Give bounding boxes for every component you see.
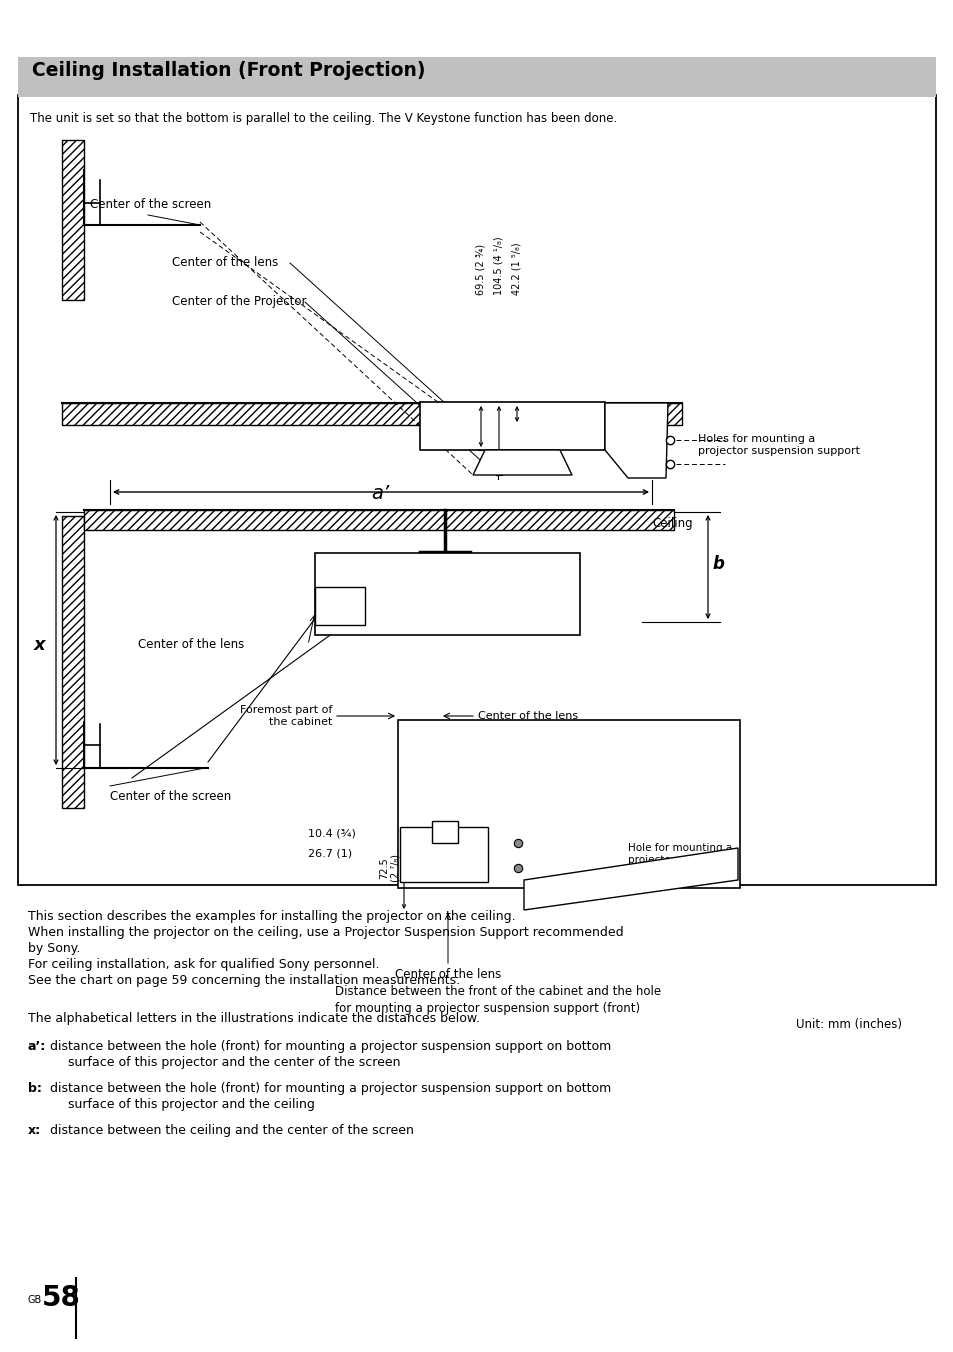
Bar — [84, 510, 673, 530]
Text: 69.5 (2 ¾): 69.5 (2 ¾) — [476, 243, 485, 295]
Text: Unit: mm (inches): Unit: mm (inches) — [795, 1018, 901, 1032]
Polygon shape — [473, 450, 572, 475]
Text: Ceiling: Ceiling — [651, 518, 692, 530]
Bar — [399, 827, 488, 882]
Bar — [62, 141, 84, 300]
Text: Center of the Projector: Center of the Projector — [172, 296, 306, 308]
Bar — [432, 821, 457, 844]
Text: 26.7 (1): 26.7 (1) — [308, 848, 352, 859]
Text: Center of the lens: Center of the lens — [477, 711, 578, 721]
Bar — [314, 587, 365, 625]
Bar — [314, 553, 579, 635]
Text: b: b — [711, 556, 723, 573]
Bar — [62, 403, 681, 425]
Bar — [397, 721, 740, 888]
Text: Center of the lens: Center of the lens — [138, 638, 244, 652]
Bar — [18, 57, 935, 97]
Text: 58: 58 — [42, 1284, 81, 1311]
Text: Holes for mounting a
projector suspension support: Holes for mounting a projector suspensio… — [698, 434, 859, 456]
Text: distance between the hole (front) for mounting a projector suspension support on: distance between the hole (front) for mo… — [50, 1040, 611, 1053]
Text: distance between the ceiling and the center of the screen: distance between the ceiling and the cen… — [50, 1124, 414, 1137]
Text: Hole for mounting a
projector suspension
support (front): Hole for mounting a projector suspension… — [627, 844, 737, 876]
Text: surface of this projector and the ceiling: surface of this projector and the ceilin… — [68, 1098, 314, 1111]
Text: x:: x: — [28, 1124, 41, 1137]
Text: Ceiling Installation (Front Projection): Ceiling Installation (Front Projection) — [32, 61, 425, 81]
Text: When installing the projector on the ceiling, use a Projector Suspension Support: When installing the projector on the cei… — [28, 926, 623, 940]
Bar — [419, 402, 604, 450]
Text: distance between the hole (front) for mounting a projector suspension support on: distance between the hole (front) for mo… — [50, 1082, 611, 1095]
Text: This section describes the examples for installing the projector on the ceiling.: This section describes the examples for … — [28, 910, 515, 923]
Text: See the chart on page 59 concerning the installation measurements.: See the chart on page 59 concerning the … — [28, 973, 459, 987]
Bar — [18, 95, 935, 886]
Text: 104.5 (4 ¹/₈): 104.5 (4 ¹/₈) — [494, 237, 503, 295]
Text: Center of the lens: Center of the lens — [172, 257, 278, 269]
Text: a’: a’ — [371, 484, 389, 503]
Text: Distance between the front of the cabinet and the hole: Distance between the front of the cabine… — [335, 986, 660, 998]
Text: for mounting a projector suspension support (front): for mounting a projector suspension supp… — [335, 1002, 639, 1015]
Text: The alphabetical letters in the illustrations indicate the distances below.: The alphabetical letters in the illustra… — [28, 1013, 479, 1025]
Text: 72.5
(2 ⁷/₈): 72.5 (2 ⁷/₈) — [378, 854, 400, 882]
Polygon shape — [523, 848, 738, 910]
Text: by Sony.: by Sony. — [28, 942, 80, 955]
Text: Center of the screen: Center of the screen — [110, 790, 231, 803]
Text: b:: b: — [28, 1082, 42, 1095]
Text: GB: GB — [28, 1295, 42, 1305]
Text: Center of the lens: Center of the lens — [395, 968, 500, 982]
Text: Foremost part of
the cabinet: Foremost part of the cabinet — [239, 706, 332, 727]
Text: 10.4 (¾): 10.4 (¾) — [308, 827, 355, 838]
Text: surface of this projector and the center of the screen: surface of this projector and the center… — [68, 1056, 400, 1069]
Bar — [62, 516, 84, 808]
Text: The unit is set so that the bottom is parallel to the ceiling. The V Keystone fu: The unit is set so that the bottom is pa… — [30, 112, 617, 124]
Text: For ceiling installation, ask for qualified Sony personnel.: For ceiling installation, ask for qualif… — [28, 959, 379, 971]
Text: Center of the screen: Center of the screen — [90, 197, 211, 211]
Text: a’:: a’: — [28, 1040, 46, 1053]
Polygon shape — [604, 403, 667, 479]
Text: 42.2 (1 ⁵/₈): 42.2 (1 ⁵/₈) — [512, 242, 521, 295]
Text: x: x — [34, 635, 46, 654]
